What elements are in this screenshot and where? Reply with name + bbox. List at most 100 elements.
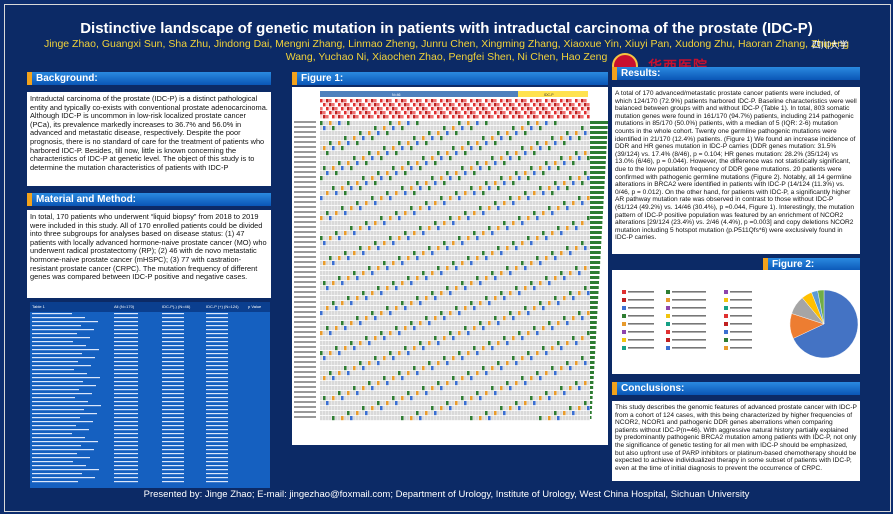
table-row	[32, 429, 89, 431]
mutation-cell	[494, 251, 497, 256]
heatmap-cell	[371, 107, 374, 111]
mutation-cell	[539, 181, 542, 186]
mutation-cell	[503, 231, 506, 236]
mutation-cell	[506, 241, 509, 246]
mutation-cell	[374, 296, 377, 301]
mutation-cell	[569, 256, 572, 261]
mutation-cell	[587, 226, 590, 231]
mutation-cell	[347, 331, 350, 336]
mutation-cell	[350, 151, 353, 156]
mutation-cell	[368, 306, 371, 311]
mutation-cell	[368, 191, 371, 196]
mutation-cell	[572, 236, 575, 241]
mutation-cell	[428, 356, 431, 361]
mutation-cell	[440, 336, 443, 341]
mutation-cell	[518, 131, 521, 136]
mutation-cell	[413, 351, 416, 356]
mutation-cell	[548, 151, 551, 156]
heatmap-cell	[332, 103, 335, 107]
mutation-cell	[353, 261, 356, 266]
heatmap-cell	[338, 111, 341, 115]
mutation-cell	[419, 126, 422, 131]
mutation-cell	[323, 326, 326, 331]
heatmap-cell	[329, 99, 332, 103]
mutation-cell	[554, 201, 557, 206]
mutation-cell	[521, 241, 524, 246]
mutation-cell	[323, 151, 326, 156]
mutation-cell	[464, 136, 467, 141]
mutation-cell	[566, 321, 569, 326]
mutation-cell	[350, 186, 353, 191]
mutation-cell	[494, 286, 497, 291]
mutation-cell	[485, 356, 488, 361]
mutation-cell	[566, 296, 569, 301]
mutation-cell	[494, 306, 497, 311]
mutation-cell	[551, 246, 554, 251]
mutation-cell	[425, 216, 428, 221]
mutation-cell	[545, 306, 548, 311]
mutation-cell	[380, 146, 383, 151]
mutation-cell	[383, 156, 386, 161]
mutation-cell	[563, 271, 566, 276]
gene-label	[294, 351, 316, 353]
mutation-cell	[530, 326, 533, 331]
mutation-cell	[539, 221, 542, 226]
mutation-cell	[518, 156, 521, 161]
mutation-cell	[560, 261, 563, 266]
mutation-cell	[569, 341, 572, 346]
mutation-cell	[329, 256, 332, 261]
mutation-cell	[443, 306, 446, 311]
mutation-cell	[563, 246, 566, 251]
heatmap-cell	[464, 115, 467, 119]
mutation-cell	[488, 276, 491, 281]
mutation-cell	[398, 286, 401, 291]
mutation-cell	[338, 316, 341, 321]
mutation-cell	[350, 321, 353, 326]
mutation-cell	[341, 221, 344, 226]
mutation-cell	[518, 266, 521, 271]
mutation-cell	[497, 236, 500, 241]
mutation-cell	[515, 146, 518, 151]
heatmap-cell	[461, 107, 464, 111]
mutation-cell	[557, 266, 560, 271]
table-cell	[162, 445, 184, 447]
mutation-cell	[383, 296, 386, 301]
mutation-cell	[473, 121, 476, 126]
table-cell	[206, 341, 228, 343]
mutation-cell	[494, 136, 497, 141]
mutation-cell	[527, 176, 530, 181]
heatmap-cell	[389, 111, 392, 115]
heatmap-cell	[506, 111, 509, 115]
heatmap-cell	[431, 103, 434, 107]
mutation-cell	[518, 356, 521, 361]
mutation-cell	[533, 236, 536, 241]
mutation-cell	[398, 201, 401, 206]
mutation-cell	[446, 231, 449, 236]
mutation-cell	[422, 206, 425, 211]
mutation-cell	[467, 261, 470, 266]
mutation-cell	[587, 171, 590, 176]
mutation-cell	[518, 286, 521, 291]
mutation-cell	[521, 276, 524, 281]
mutation-cell	[377, 281, 380, 286]
mutation-cell	[539, 291, 542, 296]
table-row	[32, 445, 81, 447]
mutation-cell	[455, 181, 458, 186]
mutation-cell	[380, 321, 383, 326]
table-row	[32, 333, 77, 335]
mutation-cell	[527, 321, 530, 326]
mutation-cell	[548, 276, 551, 281]
mutation-cell	[362, 166, 365, 171]
mutation-cell	[533, 306, 536, 311]
mutation-cell	[551, 316, 554, 321]
mutation-cell	[518, 311, 521, 316]
mutation-cell	[386, 336, 389, 341]
mutation-cell	[467, 341, 470, 346]
mutation-cell	[341, 156, 344, 161]
mutation-cell	[347, 191, 350, 196]
mutation-cell	[509, 291, 512, 296]
mutation-cell	[332, 156, 335, 161]
mutation-cell	[476, 286, 479, 291]
mutation-cell	[485, 231, 488, 236]
mutation-cell	[338, 326, 341, 331]
